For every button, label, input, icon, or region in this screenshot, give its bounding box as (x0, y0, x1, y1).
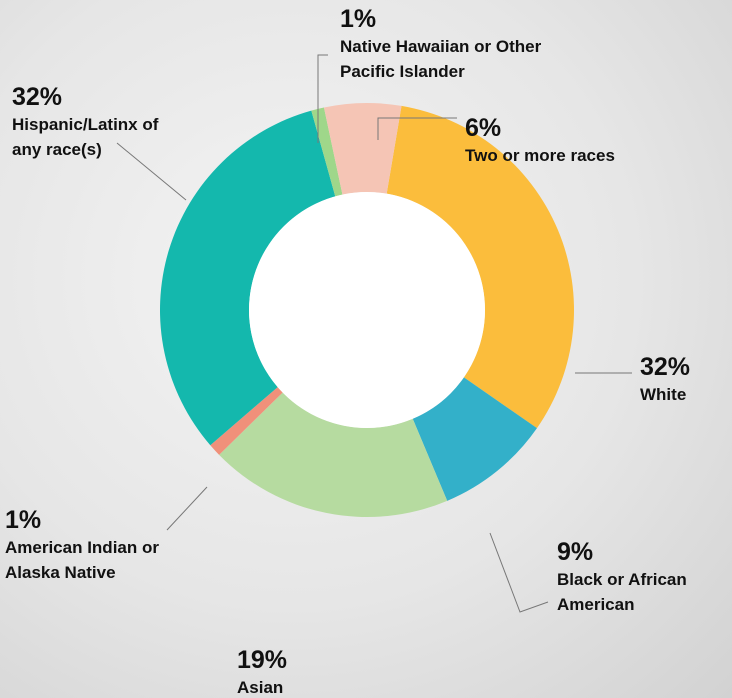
leader-line (489, 532, 549, 613)
percent-label: 19% (237, 646, 288, 674)
leader-line (377, 117, 457, 140)
category-label: Hispanic/Latinx of any race(s) (12, 115, 159, 159)
donut-hole (249, 192, 485, 428)
category-label: White (640, 385, 687, 404)
leader-line (116, 142, 187, 201)
slice-label: 19% Asian (237, 645, 337, 698)
category-label: American Indian or Alaska Native (5, 538, 159, 582)
donut-slice (219, 392, 448, 517)
donut-slice (386, 105, 575, 429)
slice-label: 32% White (640, 352, 730, 407)
percent-label: 6% (465, 114, 502, 142)
percent-label: 9% (557, 538, 594, 566)
donut-slice (323, 103, 402, 195)
percent-label: 32% (12, 83, 63, 111)
percent-label: 32% (640, 353, 691, 381)
slice-label: 6% Two or more races (465, 113, 695, 168)
category-label: Black or African American (557, 570, 687, 614)
slice-label: 1% American Indian or Alaska Native (5, 505, 180, 585)
category-label: Two or more races (465, 146, 615, 165)
slice-label: 1% Native Hawaiian or Other Pacific Islan… (340, 4, 550, 84)
donut-slice (160, 110, 336, 446)
slice-label: 32% Hispanic/Latinx of any race(s) (12, 82, 172, 162)
donut-slice (412, 377, 537, 501)
percent-label: 1% (340, 5, 377, 33)
donut-slice (210, 387, 283, 455)
category-label: Native Hawaiian or Other Pacific Islande… (340, 37, 542, 81)
donut-slice (311, 107, 343, 197)
category-label: Asian (237, 678, 284, 697)
slice-label: 9% Black or African American (557, 537, 727, 617)
leader-line (166, 486, 208, 531)
percent-label: 1% (5, 506, 42, 534)
leader-line (317, 54, 328, 143)
